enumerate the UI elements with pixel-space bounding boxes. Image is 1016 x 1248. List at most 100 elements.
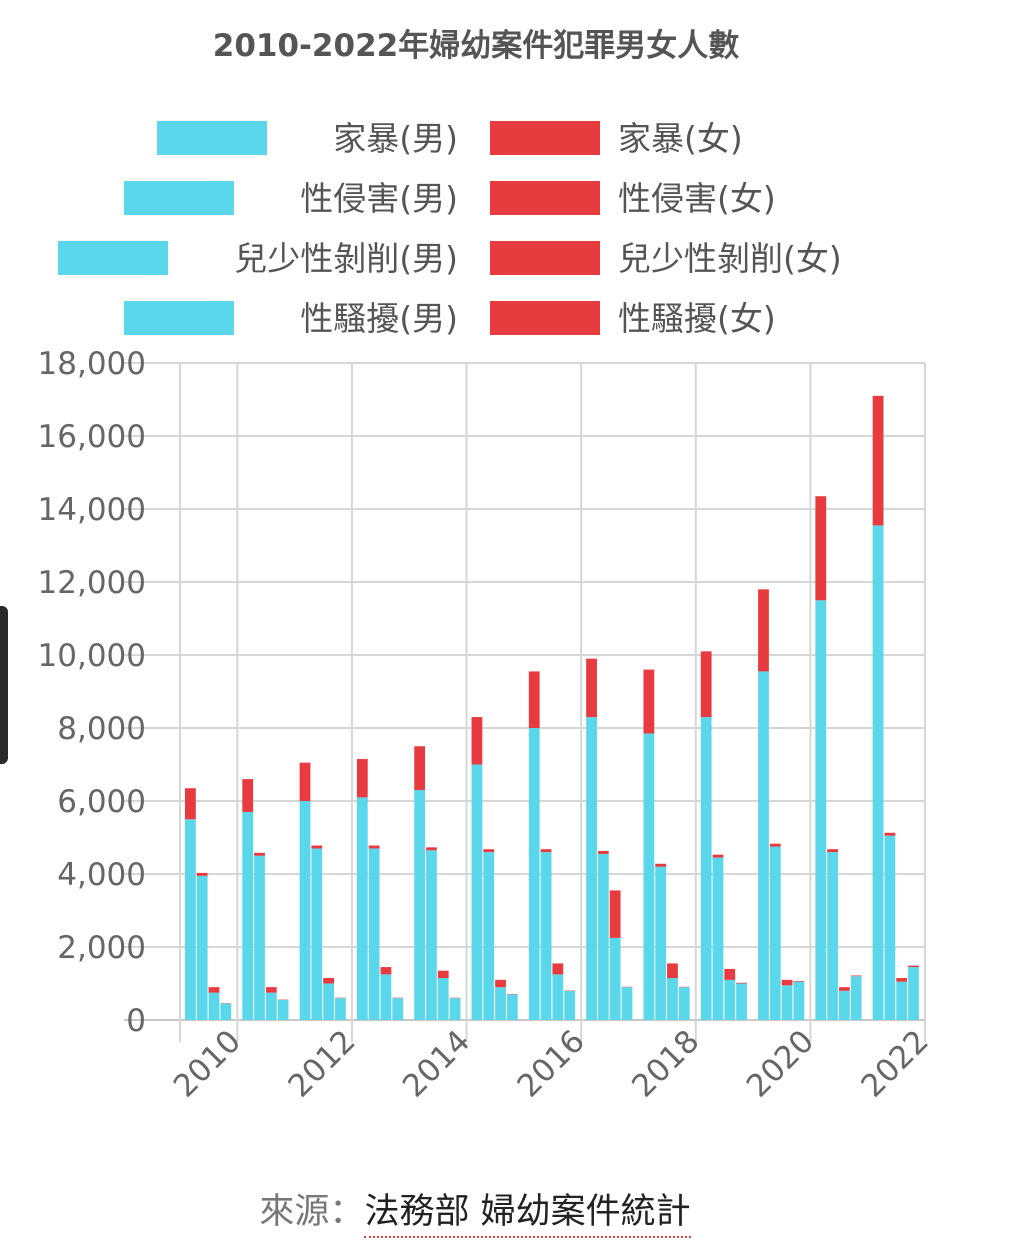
chart: 2010-2022年婦幼案件犯罪男女人數 家暴(男) 家暴(女) 性侵害(男) 性侵害… (38, 28, 936, 1105)
bar-segment (495, 979, 506, 988)
x-tick-label: 2018 (625, 1023, 706, 1104)
y-tick-label: 14,000 (38, 492, 146, 528)
legend-label: 兒少性剝削(男) (234, 239, 458, 278)
legend-swatch (124, 181, 234, 215)
bar-segment (827, 849, 838, 853)
bar-segment (368, 845, 380, 849)
bar-segment (299, 762, 311, 801)
legend-label: 兒少性剝削(女) (618, 239, 842, 278)
source-line: 來源：法務部 婦幼案件統計 (0, 1183, 950, 1238)
x-tick-label: 2022 (854, 1023, 935, 1104)
scroll-handle[interactable] (0, 606, 8, 764)
bar-segment (368, 848, 380, 1020)
bar-segment (838, 987, 850, 991)
legend-label: 家暴(男) (333, 119, 458, 158)
bar-segment (335, 998, 346, 1020)
bar-segment (872, 525, 884, 1020)
bar-segment (908, 965, 919, 968)
bar-segment (621, 987, 633, 1020)
bar-segment (471, 764, 483, 1020)
bar-segment (793, 981, 805, 1020)
legend-label: 性騷擾(女) (618, 299, 776, 338)
bar-segment (311, 845, 323, 849)
bar-segment (356, 759, 368, 798)
bar-segment (655, 863, 667, 867)
legend-swatch (124, 301, 234, 335)
bar-segment (311, 848, 323, 1020)
legend-label: 性侵害(女) (618, 179, 776, 218)
bar-segment (793, 980, 805, 982)
bar-segment (850, 975, 862, 977)
bar-segment (781, 985, 793, 1020)
bar-segment (712, 854, 724, 858)
bar-segment (678, 987, 690, 1020)
bar-segment (850, 976, 862, 1020)
bar-segment (426, 847, 437, 851)
bar-segment (540, 849, 552, 853)
bar-segment (323, 983, 335, 1020)
bar-segment (700, 717, 712, 1020)
bar-segment (655, 866, 667, 1020)
y-tick-label: 8,000 (57, 711, 146, 747)
y-tick-label: 18,000 (38, 346, 146, 382)
bar-segment (483, 849, 495, 853)
bar-segment (437, 978, 449, 1020)
bar-segment (908, 967, 919, 1020)
bar-segment (380, 974, 392, 1020)
y-tick-label: 4,000 (57, 857, 146, 893)
legend-swatch (490, 181, 600, 215)
bar-segment (667, 963, 678, 979)
bars (185, 395, 919, 1020)
bar-segment (564, 990, 576, 1020)
legend-label: 性侵害(男) (300, 179, 458, 218)
bar-segment (528, 671, 540, 728)
bar-segment (471, 717, 483, 765)
bar-segment (185, 819, 196, 1020)
source-link[interactable]: 法務部 婦幼案件統計 (364, 1192, 691, 1238)
y-tick-label: 12,000 (38, 565, 146, 601)
bar-segment (540, 852, 552, 1020)
bar-segment (277, 999, 289, 1020)
bar-segment (872, 395, 884, 526)
bar-segment (414, 746, 426, 791)
bar-segment (437, 970, 449, 979)
y-tick-label: 6,000 (57, 784, 146, 820)
bar-segment (643, 669, 655, 734)
legend-swatch (490, 301, 600, 335)
bar-segment (196, 872, 208, 876)
bar-segment (609, 937, 621, 1020)
legend-swatch (490, 121, 600, 155)
bar-segment (597, 853, 609, 1020)
bar-segment (884, 835, 896, 1020)
bar-segment (299, 801, 311, 1020)
bar-segment (265, 992, 277, 1020)
bar-segment (815, 496, 827, 601)
bar-segment (426, 850, 437, 1020)
bar-segment (769, 846, 781, 1020)
bar-segment (838, 990, 850, 1020)
legend-swatch (490, 241, 600, 275)
y-tick-label: 10,000 (38, 638, 146, 674)
bar-segment (700, 651, 712, 718)
legend-label: 家暴(女) (618, 119, 743, 158)
bar-segment (449, 998, 461, 1020)
legend: 家暴(男) 家暴(女) 性侵害(男) 性侵害(女) 兒少性剝削(男) 兒少性剝削(女) 性騷… (58, 119, 842, 338)
source-prefix: 來源： (259, 1192, 365, 1232)
bar-segment (643, 733, 655, 1020)
x-axis: 2010 2012 2014 2016 2018 2020 2022 (167, 1023, 936, 1104)
bar-segment (356, 797, 368, 1020)
bar-segment (208, 987, 220, 993)
y-tick-label: 2,000 (57, 930, 146, 966)
bar-segment (414, 790, 426, 1020)
bar-segment (208, 992, 220, 1020)
bar-segment (884, 832, 896, 836)
bar-segment (552, 963, 564, 975)
bar-segment (483, 852, 495, 1020)
bar-segment (254, 852, 265, 856)
y-axis: 0 2,000 4,000 6,000 8,000 10,000 12,000 14,000 1… (38, 346, 146, 1039)
bar-segment (552, 974, 564, 1020)
bar-segment (724, 979, 736, 1020)
grid-lines (124, 362, 926, 1042)
bar-segment (769, 843, 781, 847)
bar-segment (528, 728, 540, 1020)
